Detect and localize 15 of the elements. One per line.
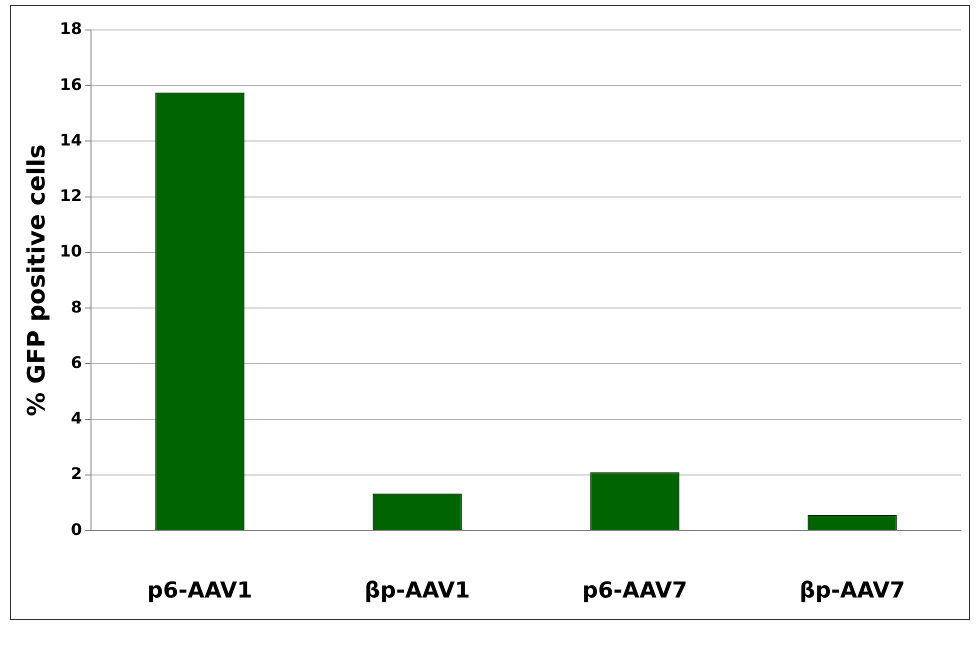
y-axis-title: % GFP positive cells [22, 144, 51, 416]
x-tick-label: p6-AAV7 [582, 578, 688, 604]
x-tick-label: βp-AAV7 [799, 578, 906, 604]
y-tick-label: 12 [60, 186, 82, 206]
y-tick-label: 16 [60, 74, 82, 94]
y-tick-label: 6 [70, 352, 82, 372]
x-tick-label: βp-AAV1 [364, 578, 470, 604]
y-tick-label: 2 [70, 464, 82, 484]
x-tick-label: p6-AAV1 [147, 578, 252, 604]
y-tick-label: 14 [60, 130, 82, 150]
y-tick-label: 10 [60, 242, 82, 261]
y-tick-label: 4 [70, 408, 82, 428]
y-tick-label: 0 [70, 520, 82, 539]
y-tick-label: 8 [70, 297, 82, 316]
y-tick-label: 18 [60, 19, 82, 38]
